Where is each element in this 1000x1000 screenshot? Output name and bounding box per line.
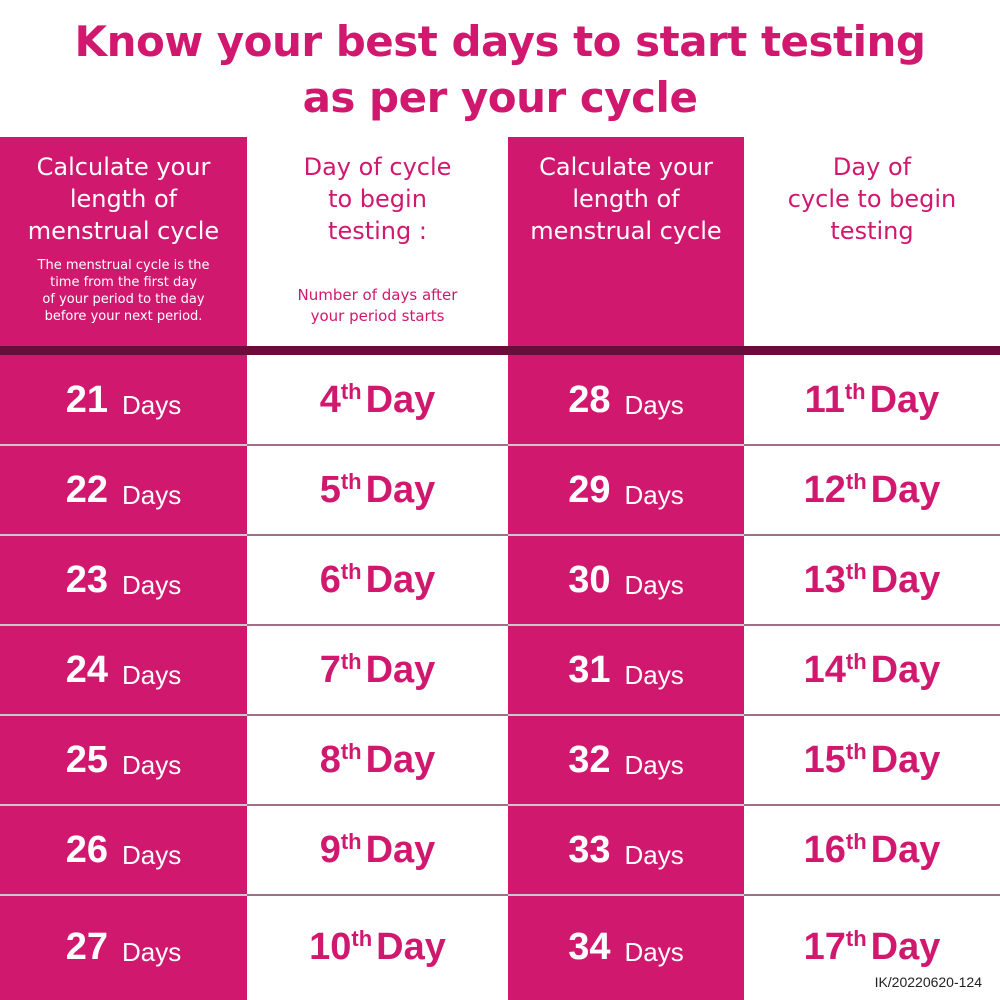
row-divider <box>744 444 1000 446</box>
row-divider <box>508 894 744 896</box>
row-divider <box>247 444 508 446</box>
row-divider <box>0 804 247 806</box>
test-day-cell: 10th Day <box>309 926 446 968</box>
cycle-length-cell: 34 Days <box>568 926 684 968</box>
column-left-length <box>0 137 247 1000</box>
cycle-length-cell: 33 Days <box>568 828 684 871</box>
cycle-length-cell: 23 Days <box>65 558 182 601</box>
header-note: The menstrual cycle is the time from the… <box>37 258 210 324</box>
row-divider <box>744 714 1000 716</box>
cycle-length-cell: 27 Days <box>65 926 182 968</box>
test-day-cell: 4th Day <box>319 378 436 421</box>
table-row: 22 Days 5th Day 29 Days 12th Day <box>0 445 1000 536</box>
row-divider <box>508 444 744 446</box>
row-divider <box>0 534 247 536</box>
cycle-length-cell: 22 Days <box>65 468 182 511</box>
test-day-cell: 7th Day <box>319 648 436 691</box>
cycle-length-cell: 24 Days <box>65 648 182 691</box>
row-divider <box>508 804 744 806</box>
page-title: Know your best days to start testing as … <box>74 17 926 122</box>
test-day-cell: 13th Day <box>803 558 941 601</box>
table-row: 23 Days 6th Day 30 Days 13th Day <box>0 535 1000 626</box>
test-day-cell: 16th Day <box>803 828 941 871</box>
row-divider <box>247 534 508 536</box>
header-left-length: Calculate your length of menstrual cycle… <box>0 137 247 346</box>
header-left-day: Day of cycle to begin testing : Number o… <box>247 137 508 346</box>
cycle-length-cell: 32 Days <box>568 738 684 781</box>
row-divider <box>508 534 744 536</box>
test-day-cell: 15th Day <box>803 738 941 781</box>
table-row: 21 Days 4th Day 28 Days 11th Day <box>0 355 1000 446</box>
cycle-length-cell: 30 Days <box>568 558 684 601</box>
cycle-length-cell: 31 Days <box>568 648 684 691</box>
row-divider <box>247 804 508 806</box>
header-note: Number of days after your period starts <box>297 286 458 325</box>
row-divider <box>744 624 1000 626</box>
header-right-length: Calculate your length of menstrual cycle <box>530 153 722 245</box>
row-divider <box>508 624 744 626</box>
cycle-length-cell: 26 Days <box>65 828 182 871</box>
test-day-cell: 6th Day <box>319 558 436 601</box>
row-divider <box>744 894 1000 896</box>
test-day-cell: 9th Day <box>319 828 436 871</box>
reference-code: IK/20220620-124 <box>874 974 982 990</box>
table-row: 24 Days 7th Day 31 Days 14th Day <box>0 625 1000 716</box>
test-day-cell: 8th Day <box>319 738 436 781</box>
table-row: 26 Days 9th Day 33 Days 16th Day <box>0 805 1000 896</box>
row-divider <box>247 624 508 626</box>
row-divider <box>247 714 508 716</box>
cycle-length-cell: 25 Days <box>65 738 182 781</box>
table-row: 25 Days 8th Day 32 Days 15th Day <box>0 715 1000 806</box>
cycle-length-cell: 28 Days <box>568 378 684 421</box>
row-divider <box>247 894 508 896</box>
test-day-cell: 5th Day <box>319 468 436 511</box>
table-row: 27 Days 10th Day 34 Days 17th Day <box>0 895 1000 1000</box>
row-divider <box>744 804 1000 806</box>
cycle-length-cell: 29 Days <box>568 468 684 511</box>
test-day-cell: 12th Day <box>803 468 941 511</box>
header-divider-band <box>0 346 1000 355</box>
test-day-cell: 11th Day <box>804 378 940 421</box>
column-right-length <box>508 137 744 1000</box>
test-day-cell: 17th Day <box>803 926 941 968</box>
row-divider <box>508 714 744 716</box>
row-divider <box>0 894 247 896</box>
cycle-length-cell: 21 Days <box>65 378 182 421</box>
row-divider <box>0 444 247 446</box>
row-divider <box>0 624 247 626</box>
test-day-cell: 14th Day <box>803 648 941 691</box>
header-right-day: Day of cycle to begin testing <box>787 153 957 245</box>
row-divider <box>744 534 1000 536</box>
row-divider <box>0 714 247 716</box>
